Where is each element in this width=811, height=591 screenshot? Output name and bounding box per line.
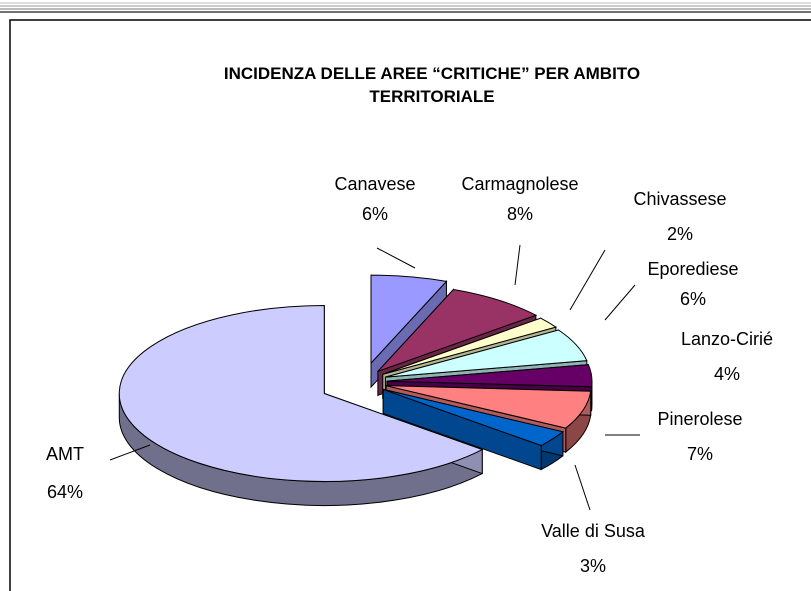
leader-line — [109, 444, 151, 461]
slice — [386, 385, 592, 429]
slice-value-label: 6% — [362, 204, 388, 224]
slice-value-label: 3% — [580, 556, 606, 576]
slice — [385, 329, 588, 378]
slice-label: Eporediese — [647, 259, 738, 279]
slice-label: Pinerolese — [657, 409, 742, 429]
leader-line — [376, 247, 416, 269]
slice-value-label: 7% — [687, 444, 713, 464]
slice-value-label: 4% — [714, 364, 740, 384]
slice — [382, 317, 558, 375]
slice-value-label: 2% — [667, 224, 693, 244]
leader-line — [514, 244, 521, 286]
slice-value-label: 6% — [680, 289, 706, 309]
slice-label: AMT — [46, 444, 84, 464]
slice-label: Valle di Susa — [541, 521, 646, 541]
slice-label: Canavese — [334, 174, 415, 194]
slice — [118, 304, 484, 482]
slice — [377, 288, 538, 372]
chart-border — [9, 19, 811, 591]
leader-line — [604, 284, 636, 321]
slice — [383, 388, 564, 447]
slice-label: Carmagnolese — [461, 174, 578, 194]
slice-value-label: 64% — [47, 482, 83, 502]
chart-title: INCIDENZA DELLE AREE “CRITICHE” PER AMBI… — [224, 64, 640, 106]
slice-label: Lanzo-Cirié — [681, 329, 773, 349]
slice-label: Chivassese — [633, 189, 726, 209]
slice — [370, 274, 448, 365]
leader-line — [569, 249, 606, 311]
leader-line — [574, 464, 591, 511]
slice-value-label: 8% — [507, 204, 533, 224]
slice — [386, 364, 593, 388]
